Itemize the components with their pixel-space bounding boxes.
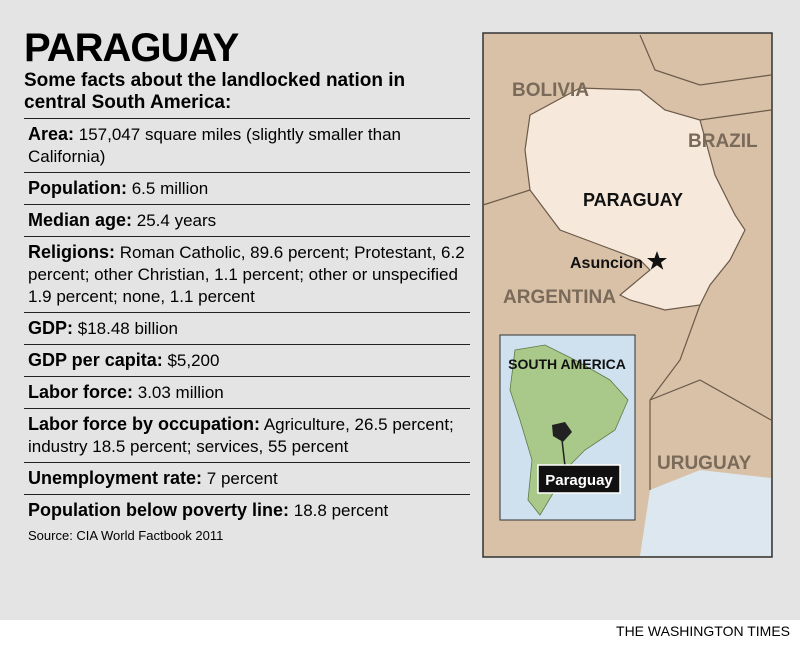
water [640, 470, 771, 556]
map-label: BOLIVIA [512, 80, 589, 101]
fact-text: $5,200 [167, 351, 220, 370]
fact: Median age: 25.4 years [24, 205, 470, 237]
source: Source: CIA World Factbook 2011 [28, 528, 224, 543]
map-label: ARGENTINA [503, 287, 616, 308]
map-label: Asuncion [570, 255, 643, 272]
inset-paraguay [552, 422, 572, 442]
facts: Area: 157,047 square miles (slightly sma… [24, 119, 470, 526]
fact: Religions: Roman Catholic, 89.6 percent;… [24, 237, 470, 313]
fact: Population below poverty line: 18.8 perc… [24, 495, 470, 526]
fact-label: Population: [28, 178, 127, 198]
inset-title: SOUTH AMERICA [508, 356, 626, 372]
capital-star [647, 251, 667, 270]
fact: Labor force by occupation: Agriculture, … [24, 409, 470, 463]
pointer [561, 439, 566, 467]
borders [482, 34, 772, 490]
map-label: BRAZIL [688, 131, 758, 152]
fact-label: Religions: [28, 242, 116, 262]
fact-text: 157,047 square miles (slightly smaller t… [28, 125, 401, 166]
fact-text: 18.8 percent [293, 501, 389, 520]
facts-column: PARAGUAY Some facts about the landlocked… [24, 26, 470, 543]
fact: Area: 157,047 square miles (slightly sma… [24, 119, 470, 173]
map-label: URUGUAY [657, 453, 752, 474]
fact-label: Unemployment rate: [28, 468, 203, 488]
fact: Unemployment rate: 7 percent [24, 463, 470, 495]
fact: GDP: $18.48 billion [24, 313, 470, 345]
fact-label: Labor force by occupation: [28, 414, 261, 434]
fact: Population: 6.5 million [24, 173, 470, 205]
subtitle: Some facts about the landlocked nation i… [24, 70, 470, 119]
title: PARAGUAY [24, 26, 239, 70]
fact-label: Population below poverty line: [28, 500, 290, 520]
fact-text: 3.03 million [137, 383, 224, 402]
fact-text: $18.48 billion [77, 319, 178, 338]
fact-label: Median age: [28, 210, 133, 230]
fact: Labor force: 3.03 million [24, 377, 470, 409]
fact-text: 6.5 million [131, 179, 209, 198]
fact-label: Labor force: [28, 382, 134, 402]
fact: GDP per capita: $5,200 [24, 345, 470, 377]
fact-text: Roman Catholic, 89.6 percent; Protestant… [28, 243, 465, 306]
map: BOLIVIA BRAZIL PARAGUAY Asuncion ARGENTI… [482, 32, 773, 558]
fact-label: GDP per capita: [28, 350, 163, 370]
fact-text: Agriculture, 26.5 percent; industry 18.5… [28, 415, 454, 456]
fact-label: GDP: [28, 318, 73, 338]
credit: THE WASHINGTON TIMES [616, 623, 790, 639]
inset-label-box [537, 464, 621, 494]
inset-label: Paraguay [545, 472, 613, 489]
fact-text: 7 percent [206, 469, 278, 488]
map-label: PARAGUAY [583, 190, 683, 210]
fact-text: 25.4 years [136, 211, 217, 230]
fact-label: Area: [28, 124, 75, 144]
